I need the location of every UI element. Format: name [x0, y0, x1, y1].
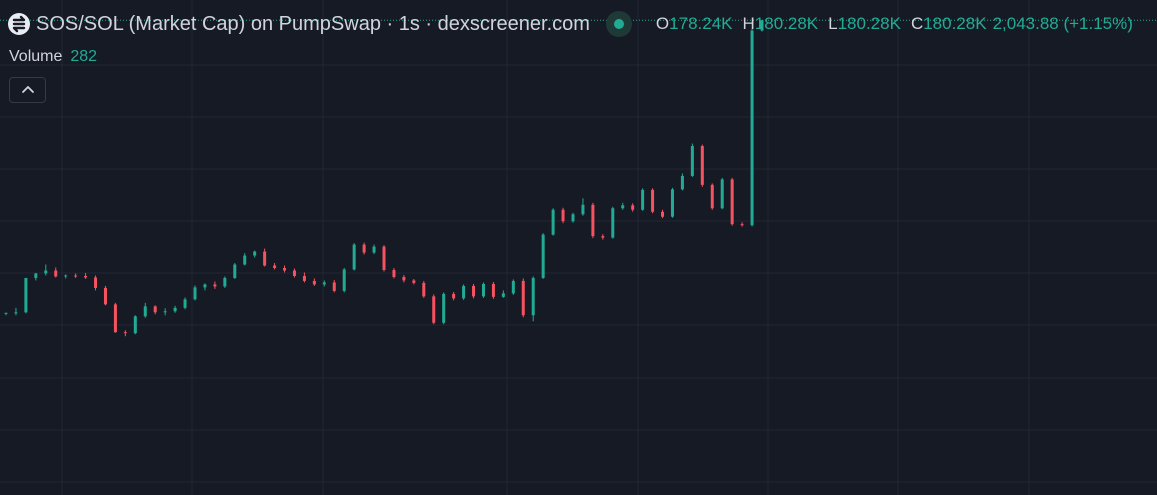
open-key: O	[655, 14, 670, 33]
candle-body	[103, 287, 107, 305]
candle-body	[312, 280, 316, 285]
candle-body	[581, 204, 585, 215]
candle-body	[44, 270, 48, 274]
candle-body	[651, 189, 655, 212]
open-value: 178.24K	[669, 14, 733, 33]
candle-body	[710, 184, 714, 209]
volume-value: 282	[70, 48, 98, 65]
high-value: 180.28K	[754, 14, 819, 33]
low-key: L	[828, 14, 838, 33]
candle-body	[472, 285, 476, 297]
candle-body	[521, 280, 525, 316]
candle-body	[193, 287, 197, 300]
candle-body	[392, 269, 396, 277]
candle-body	[24, 277, 28, 313]
candle-body	[64, 275, 68, 277]
candle-body	[233, 264, 237, 278]
low-value: 180.28K	[837, 14, 901, 33]
candle-body	[123, 332, 127, 334]
candle-body	[243, 255, 247, 265]
change-value: 2,043.88 (+1.15%)	[992, 14, 1133, 33]
collapse-button[interactable]	[9, 77, 46, 103]
candle-body	[740, 224, 744, 226]
symbol-legend: SOS/SOL (Market Cap) on PumpSwap · 1s · …	[8, 9, 1133, 39]
candle-body	[283, 267, 287, 271]
candle-body	[183, 299, 187, 308]
candle-body	[74, 275, 78, 277]
candle-body	[760, 20, 764, 31]
candle-body	[342, 269, 346, 291]
candle-body	[621, 205, 625, 209]
candle-body	[491, 283, 495, 297]
candle-body	[601, 236, 605, 238]
candle-body	[352, 244, 356, 270]
candle-body	[263, 251, 267, 266]
high-key: H	[742, 14, 755, 33]
candle-body	[452, 293, 456, 299]
close-value: 180.28K	[923, 14, 987, 33]
candle-body	[571, 214, 575, 222]
candle-body	[442, 293, 446, 323]
chevron-up-icon	[21, 86, 34, 93]
candle-body	[153, 306, 157, 313]
candle-body	[541, 234, 545, 278]
candle-body	[670, 189, 674, 217]
candle-body	[372, 246, 376, 253]
candle-body	[680, 175, 684, 190]
candle-body	[173, 307, 177, 312]
candle-body	[213, 284, 217, 287]
candle-body	[34, 273, 38, 278]
candle-body	[402, 276, 406, 281]
candle-body	[382, 246, 386, 270]
candle-body	[54, 270, 58, 277]
volume-legend: Volume 282	[9, 48, 97, 66]
candle-body	[94, 277, 98, 288]
candles-group	[4, 20, 764, 337]
candle-body	[661, 211, 665, 217]
candle-body	[84, 275, 88, 278]
candle-body	[362, 244, 366, 253]
candle-body	[332, 282, 336, 291]
candle-body	[432, 296, 436, 323]
candle-body	[422, 282, 426, 297]
candle-body	[631, 205, 635, 210]
ohlc-values: O 178.24K H 180.28K L 180.28K C 180.28K …	[656, 14, 1133, 34]
volume-label: Volume	[9, 48, 63, 65]
candle-body	[322, 282, 326, 285]
candle-body	[133, 316, 137, 334]
candle-body	[223, 277, 227, 287]
live-status-dot-icon	[605, 11, 632, 37]
candle-body	[273, 265, 277, 268]
candle-body	[551, 209, 555, 235]
candle-body	[531, 277, 535, 316]
close-key: C	[910, 14, 924, 33]
candle-body	[203, 284, 207, 288]
candle-body	[113, 304, 117, 333]
candle-body	[750, 30, 754, 226]
candle-body	[163, 311, 167, 313]
candle-body	[462, 285, 466, 299]
candle-body	[501, 293, 505, 297]
candle-body	[4, 312, 8, 314]
candle-body	[412, 280, 416, 283]
candle-body	[253, 251, 257, 256]
exchange-logo-icon	[8, 13, 30, 35]
candle-body	[143, 306, 147, 317]
candle-body	[302, 275, 306, 281]
candle-body	[690, 146, 694, 176]
candle-body	[481, 283, 485, 297]
candle-body	[511, 280, 515, 294]
candle-body	[292, 270, 296, 276]
candle-body	[561, 209, 565, 222]
symbol-title[interactable]: SOS/SOL (Market Cap) on PumpSwap · 1s · …	[36, 12, 590, 35]
candle-body	[14, 312, 18, 314]
candle-body	[700, 146, 704, 185]
candle-body	[611, 208, 615, 238]
candle-body	[730, 179, 734, 225]
candle-body	[720, 179, 724, 209]
candle-body	[591, 204, 595, 237]
candle-body	[641, 189, 645, 210]
